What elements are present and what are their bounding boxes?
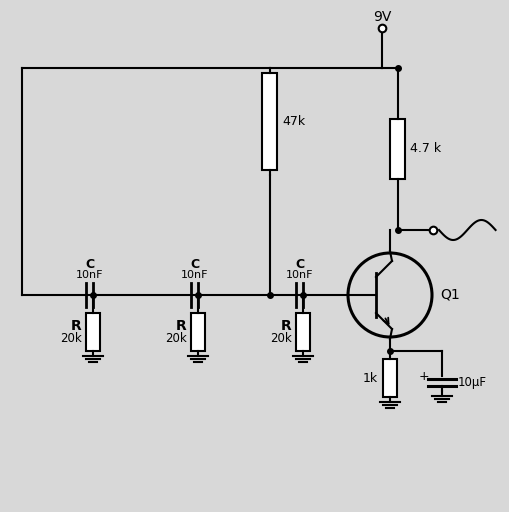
Text: 20k: 20k [60, 332, 81, 346]
Text: C: C [190, 258, 199, 271]
Text: R: R [176, 319, 186, 333]
Bar [390, 119, 405, 179]
Text: R: R [71, 319, 81, 333]
Bar [382, 359, 396, 397]
Bar [87, 313, 100, 351]
Text: C: C [86, 258, 94, 271]
Text: +: + [418, 371, 429, 383]
Text: R: R [280, 319, 291, 333]
Text: 10nF: 10nF [76, 270, 103, 280]
Text: 10nF: 10nF [286, 270, 313, 280]
Bar [262, 73, 277, 170]
Text: 20k: 20k [269, 332, 291, 346]
Text: 20k: 20k [164, 332, 186, 346]
Text: 47k: 47k [281, 115, 304, 128]
Text: 4.7 k: 4.7 k [409, 142, 440, 156]
Bar [191, 313, 205, 351]
Text: 10nF: 10nF [181, 270, 208, 280]
Text: Q1: Q1 [439, 288, 459, 302]
Text: 9V: 9V [372, 10, 390, 24]
Text: C: C [295, 258, 304, 271]
Text: 10μF: 10μF [457, 376, 486, 389]
Text: 1k: 1k [362, 372, 377, 385]
Bar [296, 313, 310, 351]
